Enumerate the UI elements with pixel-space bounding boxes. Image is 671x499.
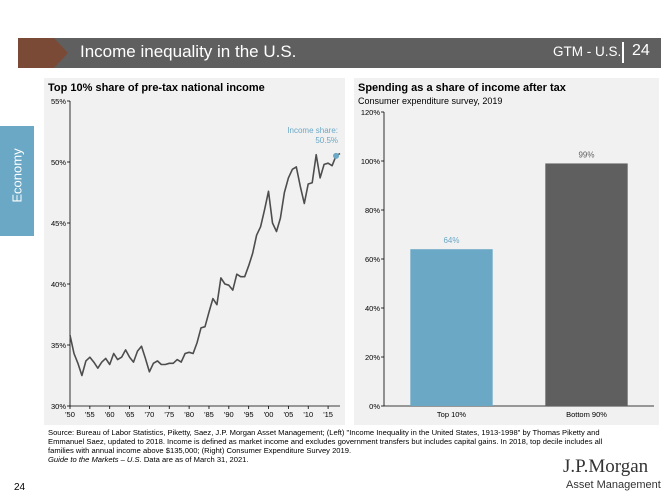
x-tick-label: '80 xyxy=(184,410,194,419)
x-tick-label: '05 xyxy=(283,410,293,419)
section-tab xyxy=(0,126,34,236)
x-tick-label: '60 xyxy=(105,410,115,419)
y-tick-label: 80% xyxy=(365,206,380,215)
latest-value-marker xyxy=(333,152,340,159)
section-label: GTM - U.S. xyxy=(553,44,622,59)
x-tick-label: '55 xyxy=(85,410,95,419)
header-divider xyxy=(622,42,624,63)
x-tick-label: '75 xyxy=(164,410,174,419)
right-chart-title: Spending as a share of income after tax xyxy=(358,82,566,94)
x-tick-label: '65 xyxy=(125,410,135,419)
section-tab-label: Economy xyxy=(9,148,25,203)
series-line-top-10-share xyxy=(69,152,341,377)
y-tick-label: 120% xyxy=(361,108,381,117)
bar-data-label: 64% xyxy=(443,236,459,245)
annotation-label: Income share: xyxy=(287,126,338,135)
x-tick-label: '95 xyxy=(244,410,254,419)
header-arrow-tip xyxy=(52,38,68,68)
y-tick-label: 30% xyxy=(51,402,66,411)
line-chart: 30% 35% 40% 45% 50% 55% '50 '55 '60 '65 '70 '75 '80 '… xyxy=(51,97,341,419)
asset-management-label: Asset Management xyxy=(566,479,661,491)
left-chart-title: Top 10% share of pre-tax national income xyxy=(48,82,265,94)
y-tick-label: 0% xyxy=(369,402,380,411)
x-tick-label: '00 xyxy=(264,410,274,419)
bar-bottom-90- xyxy=(545,163,628,406)
footnote: Source: Bureau of Labor Statistics, Pike… xyxy=(48,428,608,464)
y-tick-label: 50% xyxy=(51,158,66,167)
x-category-label: Top 10% xyxy=(437,410,467,419)
bar-chart: 0% 20% 40% 60% 80% 100% 120% 64% Top 10% 99% Botto… xyxy=(361,108,654,419)
x-tick-label: '85 xyxy=(204,410,214,419)
y-tick-label: 60% xyxy=(365,255,380,264)
page-number: 24 xyxy=(14,482,26,493)
y-tick-label: 35% xyxy=(51,341,66,350)
bar-top-10- xyxy=(410,249,493,406)
footnote-guide-title: Guide to the Markets – U.S. xyxy=(48,455,142,464)
jpmorgan-logo: J.P.Morgan xyxy=(563,456,649,477)
y-tick-label: 20% xyxy=(365,353,380,362)
footnote-guide: Guide to the Markets – U.S. Data are as … xyxy=(48,455,608,464)
header-page-number: 24 xyxy=(632,42,650,59)
header-bar xyxy=(52,38,661,68)
x-tick-label: '10 xyxy=(303,410,313,419)
footnote-source: Source: Bureau of Labor Statistics, Pike… xyxy=(48,428,603,455)
annotation-value: 50.5% xyxy=(315,136,338,145)
x-category-label: Bottom 90% xyxy=(566,410,607,419)
y-tick-label: 40% xyxy=(365,304,380,313)
right-chart-panel: Spending as a share of income after tax … xyxy=(354,78,659,425)
y-tick-label: 40% xyxy=(51,280,66,289)
x-tick-label: '90 xyxy=(224,410,234,419)
page-title: Income inequality in the U.S. xyxy=(80,42,297,61)
y-tick-label: 100% xyxy=(361,157,381,166)
right-chart-subtitle: Consumer expenditure survey, 2019 xyxy=(358,96,503,106)
bar-data-label: 99% xyxy=(578,150,594,159)
left-chart-panel: Top 10% share of pre-tax national income… xyxy=(44,78,345,425)
footnote-guide-date: Data are as of March 31, 2021. xyxy=(141,455,249,464)
y-tick-label: 45% xyxy=(51,219,66,228)
x-tick-label: '70 xyxy=(145,410,155,419)
y-tick-label: 55% xyxy=(51,97,66,106)
x-tick-label: '15 xyxy=(323,410,333,419)
x-tick-label: '50 xyxy=(65,410,75,419)
